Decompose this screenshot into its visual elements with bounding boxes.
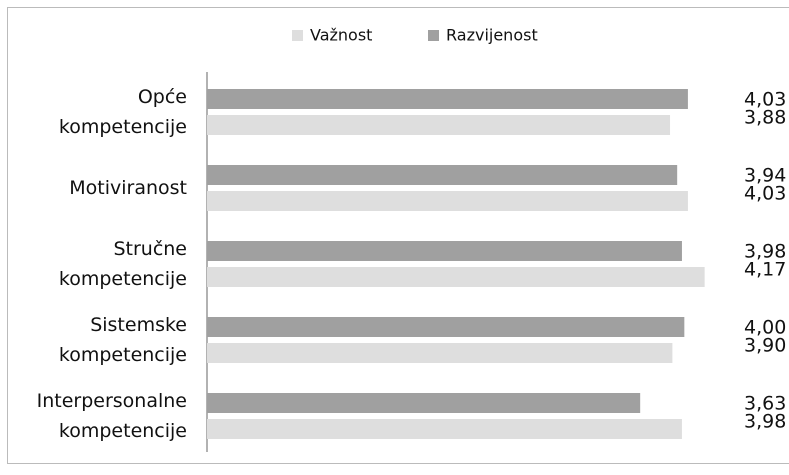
bar [207, 419, 682, 439]
bar [207, 343, 672, 363]
value-label: 4,03 [744, 183, 786, 205]
legend-label: Razvijenost [446, 26, 538, 45]
value-label: 3,88 [744, 107, 786, 129]
value-label: 4,17 [744, 259, 786, 281]
bar [207, 241, 682, 261]
value-label: 3,98 [744, 411, 786, 433]
bar [207, 115, 670, 135]
legend-swatch [292, 30, 303, 41]
bar [207, 191, 688, 211]
bar [207, 165, 677, 185]
bar [207, 317, 684, 337]
legend-label: Važnost [310, 26, 372, 45]
category-label: Motiviranost [69, 177, 187, 199]
bar [207, 89, 688, 109]
legend-swatch [428, 30, 439, 41]
value-label: 3,90 [744, 335, 786, 357]
bar [207, 267, 705, 287]
bar [207, 393, 640, 413]
